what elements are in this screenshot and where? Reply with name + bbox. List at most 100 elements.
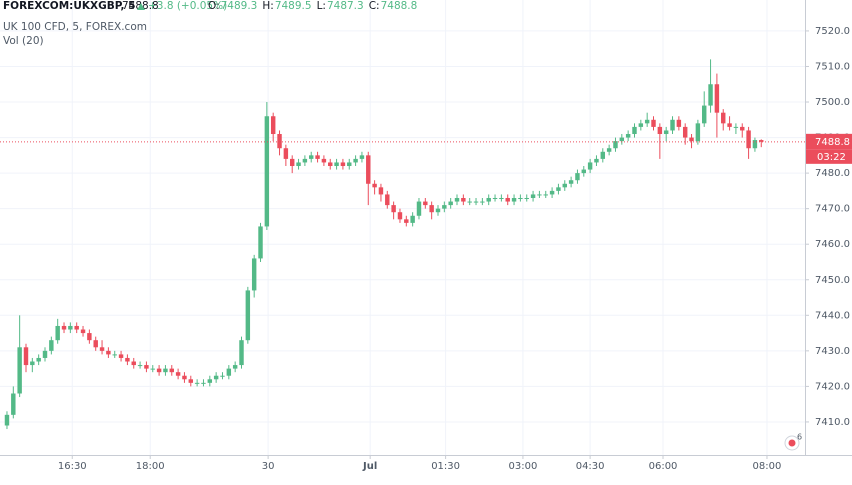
candle-body (537, 194, 542, 196)
candle-body (93, 340, 98, 348)
y-tick-label: 7470.0 (815, 204, 850, 215)
ohlc-value: 7489.3 (221, 0, 258, 12)
ohlc-label: C: (369, 0, 380, 12)
candle-body (511, 197, 517, 202)
candle-body (106, 350, 111, 355)
ohlc-label: L: (317, 0, 326, 12)
x-tick-label: Jul (362, 461, 377, 472)
x-tick-label: 08:00 (753, 461, 782, 472)
y-tick-label: 7480.0 (815, 168, 850, 179)
candle-body (695, 123, 701, 142)
ohlc-value: 7487.3 (327, 0, 364, 12)
candle-body (309, 155, 314, 159)
candle-body (492, 197, 498, 199)
up-arrow (137, 3, 145, 10)
candle-body (733, 126, 739, 128)
candle-body (467, 201, 472, 203)
candle-body (625, 134, 631, 138)
candle-body (549, 190, 555, 195)
candle-body (752, 140, 758, 149)
candle-body (682, 126, 688, 138)
candle-body (404, 219, 409, 223)
candle-body (55, 325, 60, 341)
candle-body (334, 162, 339, 167)
y-tick-label: 7500.0 (815, 97, 850, 108)
candle-body (220, 375, 225, 377)
candle-body (429, 205, 434, 213)
candle-body (499, 197, 504, 199)
candle-body (385, 194, 390, 206)
ohlc-value: 7488.8 (381, 0, 418, 12)
candle-body (397, 212, 403, 220)
candle-body (518, 197, 523, 199)
candle-body (543, 194, 548, 196)
candle-body (562, 183, 567, 188)
y-tick-label: 7440.0 (815, 310, 850, 321)
candle-body (201, 382, 206, 384)
candle-body (740, 126, 745, 131)
x-tick-label: 18:00 (136, 461, 165, 472)
candle-body (461, 197, 466, 202)
candle-body (74, 325, 79, 330)
candle-body (61, 325, 67, 330)
candle-body (448, 201, 453, 206)
candle-body (23, 347, 29, 366)
candle-body (727, 123, 732, 127)
badge-count: 6 (797, 433, 802, 442)
candle-body (359, 155, 365, 159)
candle-body (11, 393, 16, 415)
candle-body (213, 375, 219, 380)
candle-body (372, 183, 377, 188)
candle-body (80, 329, 86, 334)
candle-body (638, 123, 644, 127)
symbol: FOREXCOM:UKXGBP, 5 (3, 0, 135, 12)
candle-body (17, 347, 22, 394)
candle-body (99, 347, 105, 351)
candle-body (505, 197, 510, 202)
y-tick-label: 7450.0 (815, 275, 850, 286)
candle-body (378, 187, 384, 195)
candle-body (277, 134, 282, 149)
candle-body (714, 84, 720, 113)
candle-body (391, 205, 396, 213)
candle-body (676, 119, 682, 127)
candle-body (131, 361, 136, 366)
candle-body (188, 379, 194, 383)
candle-body (473, 201, 479, 203)
badge-dot (788, 439, 796, 447)
candle-body (606, 148, 612, 152)
candle-body (670, 119, 675, 131)
candle-body (207, 379, 213, 383)
grid (0, 0, 805, 455)
candle-body (169, 368, 174, 373)
candle-body (163, 368, 168, 373)
candle-body (524, 197, 529, 199)
candle-body (410, 215, 415, 223)
candle-body (575, 173, 580, 181)
candle-body (118, 354, 124, 358)
candle-body (156, 368, 162, 373)
candle-body (258, 226, 263, 259)
candle-body (594, 158, 599, 163)
x-tick-label: 01:30 (431, 461, 460, 472)
candle-body (125, 357, 130, 362)
candle-body (644, 119, 650, 124)
candle-body (759, 140, 764, 142)
y-tick-label: 7510.0 (815, 61, 850, 72)
candle-body (581, 169, 587, 174)
candle-body (49, 340, 54, 351)
indicator: Vol (20) (3, 35, 44, 47)
x-tick-label: 04:30 (576, 461, 605, 472)
candle-body (663, 130, 669, 135)
countdown: 03:22 (817, 152, 846, 163)
candle-body (366, 155, 371, 184)
y-tick-label: 7410.0 (815, 417, 850, 428)
candle-body (175, 372, 181, 376)
y-tick-label: 7520.0 (815, 26, 850, 37)
candle-body (150, 368, 155, 370)
x-tick-label: 16:30 (58, 461, 87, 472)
candle-body (321, 158, 327, 163)
countdown-box (806, 149, 852, 164)
candle-body (480, 201, 485, 203)
